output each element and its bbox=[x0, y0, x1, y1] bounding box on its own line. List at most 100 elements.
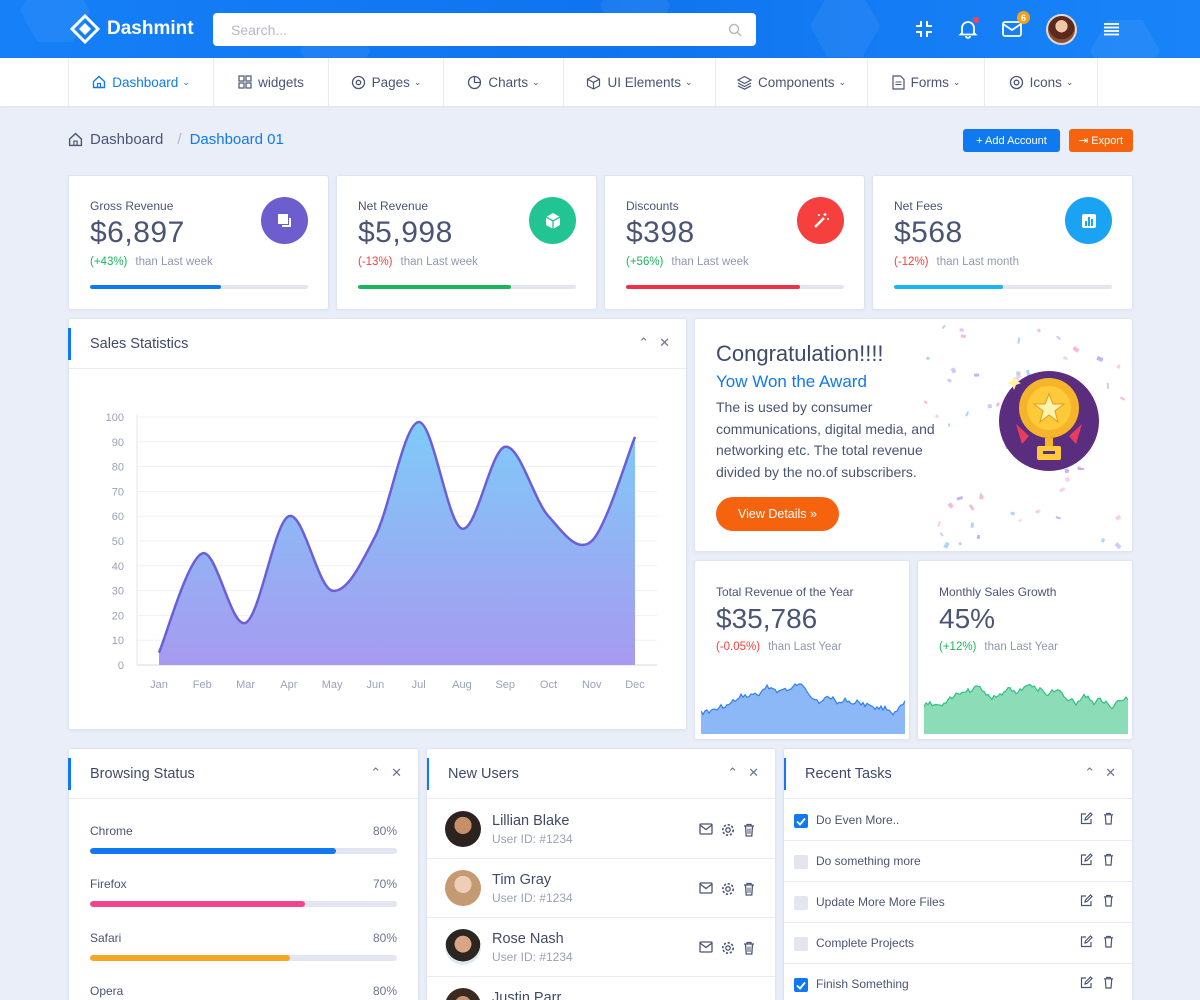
collapse-panel-icon[interactable]: ⌃ bbox=[638, 335, 650, 350]
y-tick-label: 20 bbox=[112, 610, 124, 622]
search-box[interactable] bbox=[213, 13, 756, 46]
export-label: Export bbox=[1091, 135, 1124, 147]
brand-logo[interactable]: Dashmint bbox=[70, 14, 194, 44]
stat-change: (+56%) bbox=[626, 256, 664, 268]
confetti-piece bbox=[976, 534, 981, 540]
nav-charts[interactable]: Charts ⌄ bbox=[444, 58, 564, 106]
trash-icon[interactable] bbox=[743, 882, 755, 896]
y-tick-label: 50 bbox=[112, 536, 124, 548]
confetti-piece bbox=[1116, 364, 1121, 370]
trash-icon[interactable] bbox=[1103, 894, 1114, 907]
mail-count-badge: 6 bbox=[1017, 11, 1030, 24]
close-icon[interactable]: ✕ bbox=[391, 765, 402, 780]
confetti-piece bbox=[1096, 355, 1104, 362]
stat-change: (+43%) bbox=[90, 256, 128, 268]
task-text: Do Even More.. bbox=[816, 813, 900, 827]
avatar bbox=[445, 811, 481, 847]
mail-icon[interactable] bbox=[699, 882, 713, 894]
x-tick-label: Nov bbox=[582, 679, 602, 691]
nav-label: Dashboard bbox=[112, 74, 179, 90]
nav-forms[interactable]: Forms ⌄ bbox=[868, 58, 985, 106]
nav-icons[interactable]: Icons ⌄ bbox=[985, 58, 1098, 106]
collapse-panel-icon[interactable]: ⌃ bbox=[727, 765, 739, 780]
award-subtitle: Yow Won the Award bbox=[716, 372, 867, 391]
y-tick-label: 100 bbox=[106, 412, 124, 424]
nav-dashboard[interactable]: Dashboard ⌄ bbox=[69, 58, 214, 106]
mail-icon[interactable] bbox=[699, 941, 713, 953]
task-checkbox[interactable] bbox=[794, 896, 808, 910]
menu-icon[interactable] bbox=[1099, 17, 1123, 41]
trash-icon[interactable] bbox=[1103, 976, 1114, 989]
user-name: Tim Gray bbox=[492, 872, 552, 888]
panel-header: Sales Statistics ⌃ ✕ bbox=[68, 319, 686, 369]
task-checkbox[interactable] bbox=[794, 855, 808, 869]
x-tick-label: Mar bbox=[236, 679, 255, 691]
confetti-piece bbox=[1018, 518, 1023, 522]
x-tick-label: Dec bbox=[625, 679, 645, 691]
close-icon[interactable]: ✕ bbox=[659, 335, 670, 350]
pages-icon bbox=[351, 75, 365, 89]
sparkline-line bbox=[701, 683, 905, 716]
user-row[interactable]: Rose Nash User ID: #1234 bbox=[427, 918, 775, 977]
browser-name: Opera bbox=[90, 984, 124, 998]
search-input[interactable] bbox=[231, 21, 728, 38]
stat-progress-fill bbox=[894, 285, 1003, 289]
collapse-panel-icon[interactable]: ⌃ bbox=[370, 765, 382, 780]
bell-icon[interactable] bbox=[956, 17, 980, 41]
trash-icon[interactable] bbox=[743, 941, 755, 955]
add-account-button[interactable]: + Add Account bbox=[963, 129, 1060, 152]
view-details-button[interactable]: View Details » bbox=[716, 497, 839, 531]
home-icon[interactable] bbox=[68, 132, 83, 147]
trash-icon[interactable] bbox=[1103, 935, 1114, 948]
export-button[interactable]: ⇥ Export bbox=[1069, 129, 1133, 152]
trash-icon[interactable] bbox=[1103, 812, 1114, 825]
user-avatar[interactable] bbox=[1046, 14, 1077, 45]
nav-pages[interactable]: Pages ⌄ bbox=[329, 58, 444, 106]
task-checkbox[interactable] bbox=[794, 814, 808, 828]
search-icon[interactable] bbox=[728, 23, 742, 37]
edit-icon[interactable] bbox=[1080, 812, 1093, 825]
chevron-down-icon: ⌄ bbox=[532, 76, 540, 87]
gear-icon[interactable] bbox=[721, 882, 735, 896]
confetti-piece bbox=[946, 378, 952, 383]
nav-components[interactable]: Components ⌄ bbox=[716, 58, 868, 106]
mail-icon[interactable]: 6 bbox=[1000, 11, 1030, 41]
task-checkbox[interactable] bbox=[794, 937, 808, 951]
y-tick-label: 70 bbox=[112, 486, 124, 498]
task-checkbox[interactable] bbox=[794, 978, 808, 992]
confetti-piece bbox=[1014, 373, 1022, 381]
user-row[interactable]: Lillian Blake User ID: #1234 bbox=[427, 800, 775, 859]
confetti-piece bbox=[970, 522, 974, 528]
stat-progress bbox=[626, 285, 844, 289]
stat-note: than Last month bbox=[936, 256, 1019, 268]
edit-icon[interactable] bbox=[1080, 853, 1093, 866]
nav-ui-elements[interactable]: UI Elements ⌄ bbox=[564, 58, 716, 106]
x-tick-label: May bbox=[322, 679, 343, 691]
sparkline-line bbox=[924, 683, 1128, 710]
edit-icon[interactable] bbox=[1080, 894, 1093, 907]
edit-icon[interactable] bbox=[1080, 935, 1093, 948]
cube-icon bbox=[587, 74, 601, 90]
stat-note: than Last week bbox=[671, 256, 749, 268]
close-icon[interactable]: ✕ bbox=[748, 765, 759, 780]
trash-icon[interactable] bbox=[743, 823, 755, 837]
edit-icon[interactable] bbox=[1080, 976, 1093, 989]
trash-icon[interactable] bbox=[1103, 853, 1114, 866]
mail-icon[interactable] bbox=[699, 823, 713, 835]
stat-progress bbox=[90, 285, 308, 289]
breadcrumb-root[interactable]: Dashboard bbox=[90, 131, 164, 148]
box-icon bbox=[529, 197, 576, 244]
close-icon[interactable]: ✕ bbox=[1105, 765, 1116, 780]
user-row[interactable]: Tim Gray User ID: #1234 bbox=[427, 859, 775, 918]
award-title: Congratulation!!!! bbox=[716, 341, 884, 366]
confetti-piece bbox=[1072, 346, 1080, 353]
user-row[interactable]: Justin Parr User ID: #1234 bbox=[427, 977, 775, 1000]
task-row: Complete Projects bbox=[784, 923, 1132, 964]
gear-icon[interactable] bbox=[721, 823, 735, 837]
mini-value: 45% bbox=[939, 603, 996, 634]
collapse-panel-icon[interactable]: ⌃ bbox=[1084, 765, 1096, 780]
collapse-icon[interactable] bbox=[912, 17, 936, 41]
confetti-piece bbox=[958, 541, 963, 546]
nav-widgets[interactable]: widgets bbox=[214, 58, 329, 106]
gear-icon[interactable] bbox=[721, 941, 735, 955]
